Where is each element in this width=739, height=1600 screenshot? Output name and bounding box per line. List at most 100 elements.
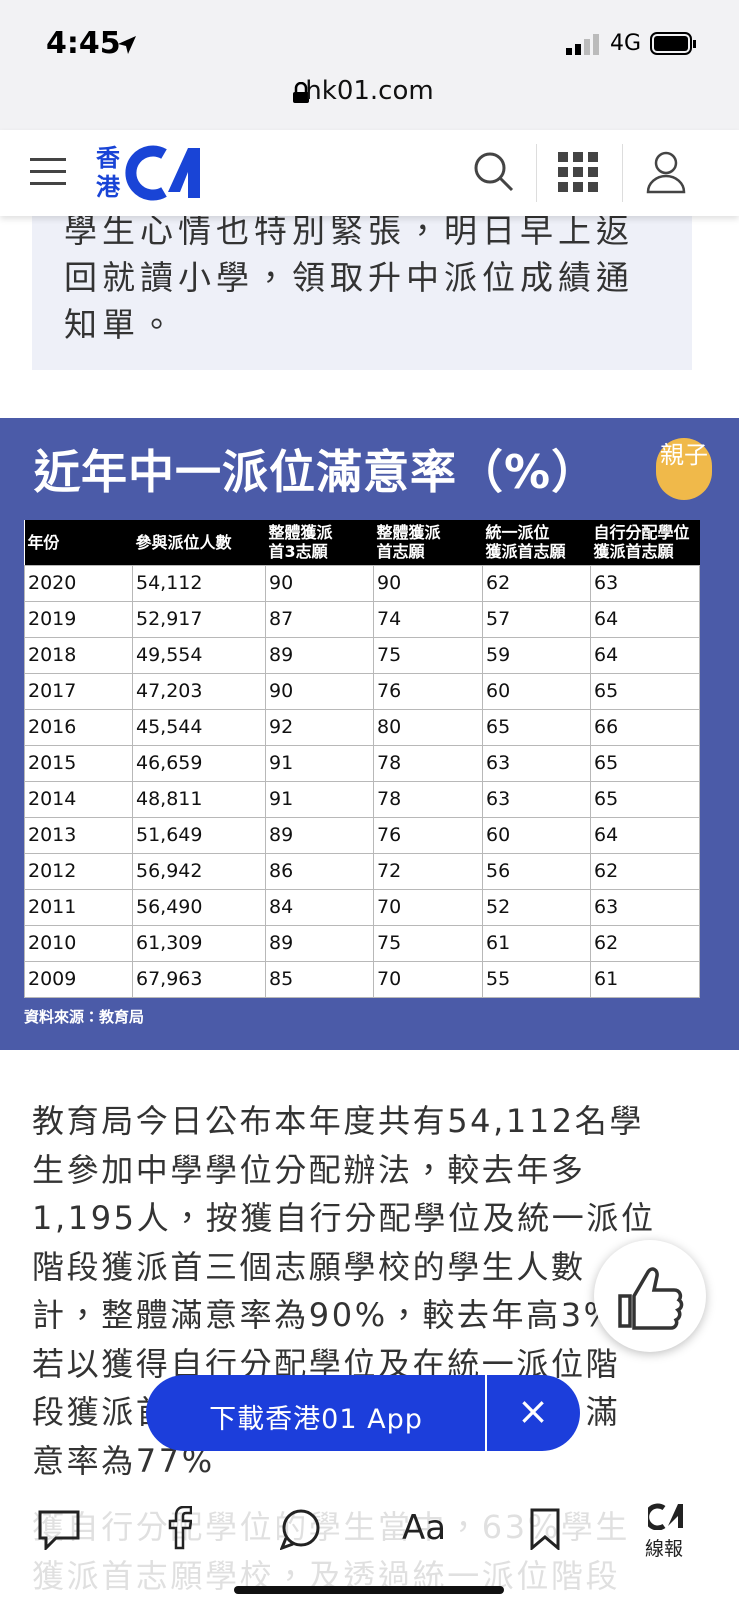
table-cell: 2013 [24, 816, 133, 854]
article-line: 計，整體滿意率為90%，較去年高3%； [32, 1296, 652, 1334]
nav-bar: 香港 [0, 130, 739, 216]
comment-button[interactable] [38, 1510, 80, 1550]
table-cell: 61,309 [132, 924, 266, 962]
table-row: 2014 48,811 91 78 63 65 [24, 780, 700, 818]
table-row: 2018 49,554 89 75 59 64 [24, 636, 700, 674]
table-cell: 92 [265, 708, 374, 746]
table-row: 2013 51,649 89 76 60 64 [24, 816, 700, 854]
location-icon [118, 36, 136, 54]
table-cell: 52 [482, 888, 591, 926]
bookmark-button[interactable] [530, 1508, 560, 1550]
table-cell: 87 [265, 600, 374, 638]
table-cell: 2010 [24, 924, 133, 962]
table-cell: 47,203 [132, 672, 266, 710]
table-cell: 70 [373, 960, 483, 998]
divider [622, 144, 623, 202]
table-cell: 90 [373, 564, 483, 602]
table-row: 2019 52,917 87 74 57 64 [24, 600, 700, 638]
header-text: 參與派位人數 [135, 532, 232, 552]
table-cell: 90 [265, 564, 374, 602]
table-cell: 2020 [24, 564, 133, 602]
app-banner[interactable]: 下載香港01 App × [146, 1375, 580, 1451]
quote-line: 知單。 [64, 305, 178, 344]
apps-button[interactable] [558, 152, 600, 194]
table-cell: 63 [590, 888, 700, 926]
table-row: 2017 47,203 90 76 60 65 [24, 672, 700, 710]
table-cell: 76 [373, 672, 483, 710]
table-cell: 45,544 [132, 708, 266, 746]
table-cell: 56,490 [132, 888, 266, 926]
table-row: 2011 56,490 84 70 52 63 [24, 888, 700, 926]
header-cell: 參與派位人數 [132, 520, 266, 565]
table-cell: 89 [265, 636, 374, 674]
header-text: 整體獲派 [268, 523, 333, 543]
lock-icon [293, 82, 309, 103]
quote-box: 學生心情也特別緊張，明日早上返 回就讀小學，領取升中派位成績通 知單。 [32, 190, 692, 370]
table-cell: 2012 [24, 852, 133, 890]
table-row: 2009 67,963 85 70 55 61 [24, 960, 700, 998]
article-line: 生參加中學學位分配辦法，較去年多 [32, 1150, 586, 1189]
table-cell: 75 [373, 924, 483, 962]
quote-line: 回就讀小學，領取升中派位成績通 [64, 258, 634, 297]
table-cell: 62 [590, 852, 700, 890]
table-cell: 57 [482, 600, 591, 638]
table-cell: 63 [590, 564, 700, 602]
account-button[interactable] [646, 150, 686, 194]
like-icon [618, 1267, 684, 1330]
close-button[interactable]: × [517, 1389, 549, 1433]
table-cell: 2016 [24, 708, 133, 746]
table-cell: 2011 [24, 888, 133, 926]
table-cell: 63 [482, 744, 591, 782]
table-cell: 66 [590, 708, 700, 746]
table-cell: 64 [590, 600, 700, 638]
table-cell: 61 [482, 924, 591, 962]
url[interactable]: hk01.com [305, 76, 434, 106]
logo-mark[interactable] [124, 142, 204, 204]
tips-logo[interactable] [648, 1502, 684, 1530]
table-cell: 2014 [24, 780, 133, 818]
like-button[interactable] [594, 1240, 706, 1352]
table-cell: 91 [265, 744, 374, 782]
table-cell: 46,659 [132, 744, 266, 782]
search-button[interactable] [472, 150, 516, 194]
signal-icon [566, 34, 599, 55]
table-cell: 76 [373, 816, 483, 854]
header-text: 年份 [27, 532, 60, 552]
table-cell: 90 [265, 672, 374, 710]
table-cell: 60 [482, 672, 591, 710]
table-cell: 56,942 [132, 852, 266, 890]
header-row: 年份 參與派位人數 整體獲派 首3志願 整體獲派 首志願 統一派位 獲派首志願 自行分配學位 獲派… [24, 520, 700, 565]
table-cell: 84 [265, 888, 374, 926]
table-cell: 56 [482, 852, 591, 890]
facebook-button[interactable] [166, 1506, 192, 1550]
menu-button[interactable] [30, 156, 66, 188]
table-cell: 55 [482, 960, 591, 998]
logo-text[interactable]: 香港 [96, 144, 120, 201]
table-cell: 80 [373, 708, 483, 746]
table-row: 2020 54,112 90 90 62 63 [24, 564, 700, 602]
table-cell: 63 [482, 780, 591, 818]
table-cell: 64 [590, 636, 700, 674]
table-cell: 65 [590, 780, 700, 818]
table-cell: 65 [482, 708, 591, 746]
clock: 4:45 [46, 26, 121, 61]
tips-label[interactable]: 線報 [645, 1538, 684, 1560]
whatsapp-button[interactable] [280, 1508, 322, 1550]
header-text: 自行分配學位 [593, 523, 690, 543]
table-cell: 2019 [24, 600, 133, 638]
table-cell: 2015 [24, 744, 133, 782]
table-cell: 72 [373, 852, 483, 890]
table-cell: 64 [590, 816, 700, 854]
table-cell: 52,917 [132, 600, 266, 638]
table-cell: 61 [590, 960, 700, 998]
table-cell: 49,554 [132, 636, 266, 674]
header-text: 首志願 [376, 542, 425, 562]
header-cell: 自行分配學位 獲派首志願 [590, 520, 700, 565]
infographic: 近年中一派位滿意率（%） 親子 年份 參與派位人數 整體獲派 首3志願 整體獲派 首志願統… [0, 418, 739, 1050]
banner-label[interactable]: 下載香港01 App [209, 1404, 423, 1435]
font-size-button[interactable]: Aa [402, 1508, 447, 1548]
data-table: 年份 參與派位人數 整體獲派 首3志願 整體獲派 首志願 統一派位 獲派首志願 自行分配學位 獲派… [24, 520, 700, 998]
header-cell: 整體獲派 首志願 [373, 520, 483, 565]
table-cell: 74 [373, 600, 483, 638]
